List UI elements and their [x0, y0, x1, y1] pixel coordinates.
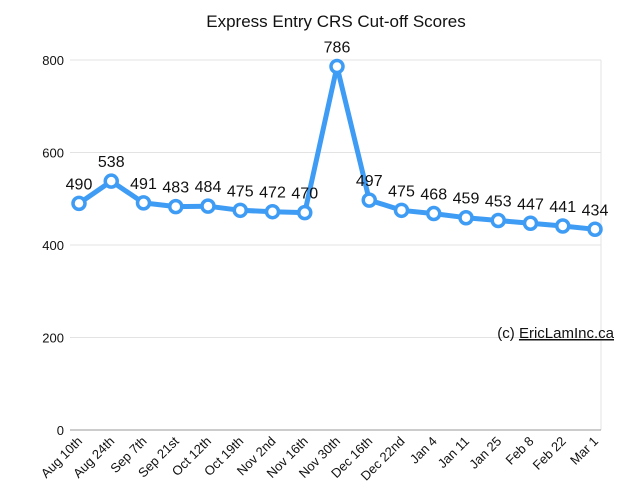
data-label: 538 — [98, 154, 125, 171]
data-label: 475 — [227, 183, 254, 200]
credit-link[interactable]: EricLamInc.ca — [519, 325, 615, 342]
chart-title: Express Entry CRS Cut-off Scores — [206, 12, 466, 31]
data-label: 497 — [356, 173, 383, 190]
x-tick-label: Mar 1 — [567, 434, 601, 468]
y-tick-label: 400 — [42, 238, 64, 253]
data-label: 483 — [162, 180, 189, 197]
data-label: 472 — [259, 185, 286, 202]
data-point — [490, 212, 506, 229]
data-point — [200, 198, 216, 214]
x-tick-label: Jan 25 — [466, 434, 504, 472]
data-point — [393, 202, 410, 219]
data-label: 441 — [549, 199, 576, 216]
data-label: 459 — [453, 191, 480, 208]
data-point — [135, 195, 152, 211]
data-point — [522, 215, 539, 232]
series-line — [71, 58, 603, 238]
y-tick-label: 200 — [42, 331, 64, 346]
x-tick-label: Feb 22 — [530, 434, 569, 473]
data-point — [232, 202, 248, 219]
data-label: 475 — [388, 183, 415, 200]
data-point — [297, 204, 313, 221]
data-point — [426, 205, 442, 222]
credit-text: (c) EricLamInc.ca — [497, 325, 614, 342]
data-point — [103, 173, 119, 189]
gridlines — [70, 59, 602, 431]
data-point — [587, 221, 603, 238]
x-tick-label: Jan 11 — [435, 434, 473, 472]
y-axis-ticks: 0 200 400 600 800 — [42, 53, 64, 438]
data-point — [458, 209, 474, 226]
data-label: 490 — [66, 176, 93, 193]
data-label: 484 — [195, 179, 222, 196]
data-point — [555, 218, 571, 234]
y-tick-label: 600 — [42, 146, 64, 161]
data-label: 434 — [582, 202, 609, 219]
data-point — [168, 198, 184, 215]
data-point — [361, 192, 377, 208]
data-point — [264, 203, 281, 220]
y-tick-label: 0 — [57, 423, 64, 438]
y-tick-label: 800 — [42, 53, 64, 68]
data-labels: 490 538 491 483 484 475 472 470 786 497 475 468 459 4… — [66, 39, 609, 219]
data-label: 447 — [517, 196, 544, 213]
data-label: 470 — [291, 186, 318, 203]
data-point — [71, 195, 87, 212]
data-label: 453 — [485, 193, 512, 210]
credit-prefix: (c) — [497, 325, 519, 342]
data-label: 468 — [420, 187, 447, 204]
data-label: 786 — [324, 39, 351, 56]
data-label: 491 — [130, 176, 157, 193]
data-point — [329, 58, 345, 75]
